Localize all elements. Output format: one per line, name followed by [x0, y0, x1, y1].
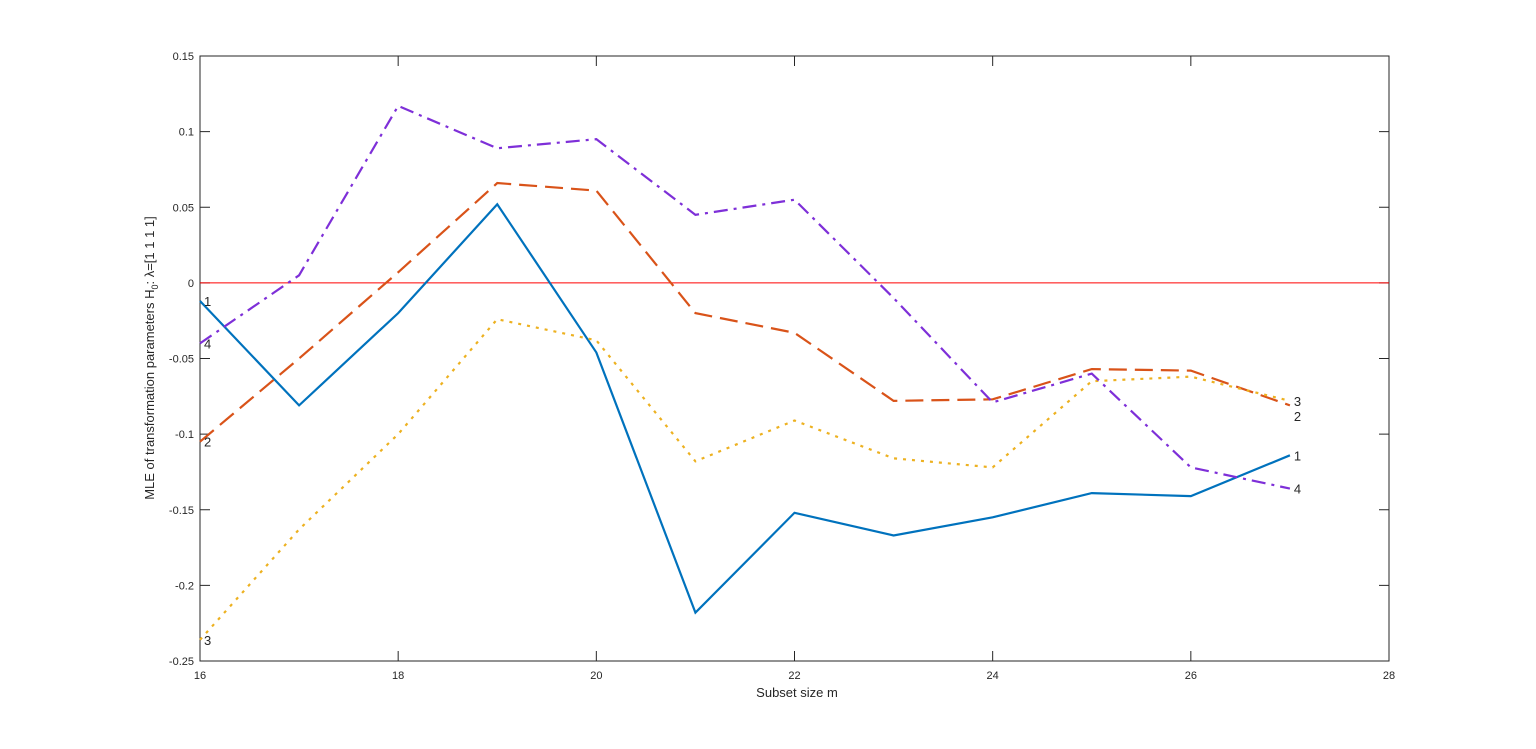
- y-tick-label: 0.15: [173, 51, 194, 63]
- series-4-start-label: 4: [204, 336, 211, 351]
- x-axis-label: Subset size m: [756, 685, 838, 700]
- x-tick-label: 26: [1185, 670, 1197, 682]
- y-tick-label: 0.05: [173, 202, 194, 214]
- x-tick-label: 28: [1383, 670, 1395, 682]
- x-tick-label: 16: [194, 670, 206, 682]
- series-2-start-label: 2: [204, 435, 211, 450]
- series-1-end-label: 1: [1294, 448, 1301, 463]
- series-3-end-label: 3: [1294, 394, 1301, 409]
- series-4-end-label: 4: [1294, 482, 1301, 497]
- x-tick-label: 24: [987, 670, 999, 682]
- y-tick-label: -0.1: [175, 429, 194, 441]
- y-tick-label: 0.1: [179, 127, 194, 139]
- series-2-end-label: 2: [1294, 409, 1301, 424]
- y-tick-label: -0.05: [169, 354, 194, 366]
- plot-area: [200, 56, 1389, 661]
- y-tick-label: -0.15: [169, 505, 194, 517]
- y-tick-label: -0.25: [169, 656, 194, 668]
- series-1-start-label: 1: [204, 294, 211, 309]
- series-3-start-label: 3: [204, 633, 211, 648]
- y-tick-label: 0: [188, 278, 194, 290]
- y-tick-label: -0.2: [175, 580, 194, 592]
- x-tick-label: 18: [392, 670, 404, 682]
- x-tick-label: 20: [590, 670, 602, 682]
- x-tick-label: 22: [788, 670, 800, 682]
- y-axis-label: MLE of transformation parameters H0: λ=[…: [142, 216, 160, 500]
